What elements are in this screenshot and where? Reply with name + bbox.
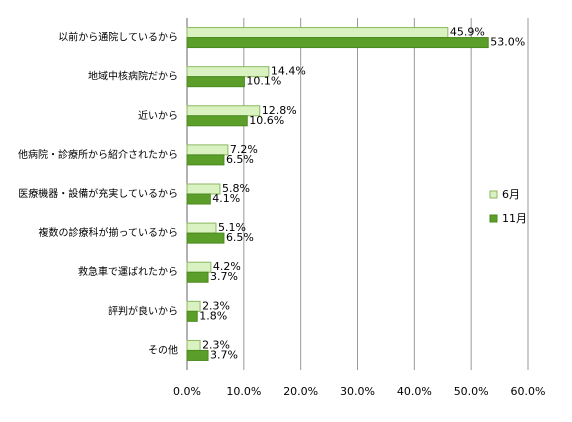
bar [186,349,209,361]
legend-label: 11月 [502,212,527,225]
value-label: 10.6% [249,114,284,127]
value-label: 10.1% [246,75,281,88]
value-label: 12.8% [262,104,297,117]
x-tick-label: 40.0% [397,385,432,398]
bar [186,222,217,234]
y-tick-label: 地域中核病院だから [88,70,178,83]
x-tick-label: 60.0% [511,385,546,398]
value-label: 4.2% [213,260,241,273]
x-tick-label: 10.0% [226,385,261,398]
bar [186,144,229,156]
value-label: 7.2% [230,143,258,156]
value-label: 2.3% [202,338,230,351]
bar [186,261,212,273]
bar [186,339,201,351]
legend-swatch [489,214,498,223]
legend-swatch [489,190,498,199]
y-tick-label: 医療機器・設備が充実しているから [18,187,178,200]
value-label: 4.1% [212,192,240,205]
bar [186,300,201,312]
x-tick-label: 30.0% [340,385,375,398]
value-label: 6.5% [226,153,254,166]
bar [186,37,489,49]
bar [186,193,211,205]
x-tick-label: 20.0% [283,385,318,398]
y-tick-label: 他病院・診療所から紹介されたから [18,148,178,161]
y-tick-label: 複数の診療科が揃っているから [39,226,179,239]
value-label: 3.7% [210,270,238,283]
y-tick-label: 以前から通院しているから [58,31,178,44]
value-label: 2.3% [202,299,230,312]
value-label: 14.4% [271,65,306,78]
bar [186,154,225,166]
value-label: 1.8% [199,309,227,322]
y-tick-label: その他 [148,343,178,356]
bar [186,27,449,39]
y-tick-label: 評判が良いから [108,304,178,317]
value-label: 6.5% [226,231,254,244]
bar [186,232,225,244]
legend-label: 6月 [502,188,520,201]
x-tick-label: 50.0% [454,385,489,398]
value-label: 3.7% [210,348,238,361]
value-label: 53.0% [490,36,525,49]
x-tick-label: 0.0% [173,385,201,398]
value-label: 45.9% [450,26,485,39]
bar [186,271,209,283]
bar [186,115,248,127]
bar [186,76,245,88]
bar [186,310,198,322]
y-tick-label: 近いから [138,109,178,122]
value-label: 5.1% [218,221,246,234]
y-tick-label: 救急車で運ばれたから [78,265,178,278]
value-label: 5.8% [222,182,250,195]
